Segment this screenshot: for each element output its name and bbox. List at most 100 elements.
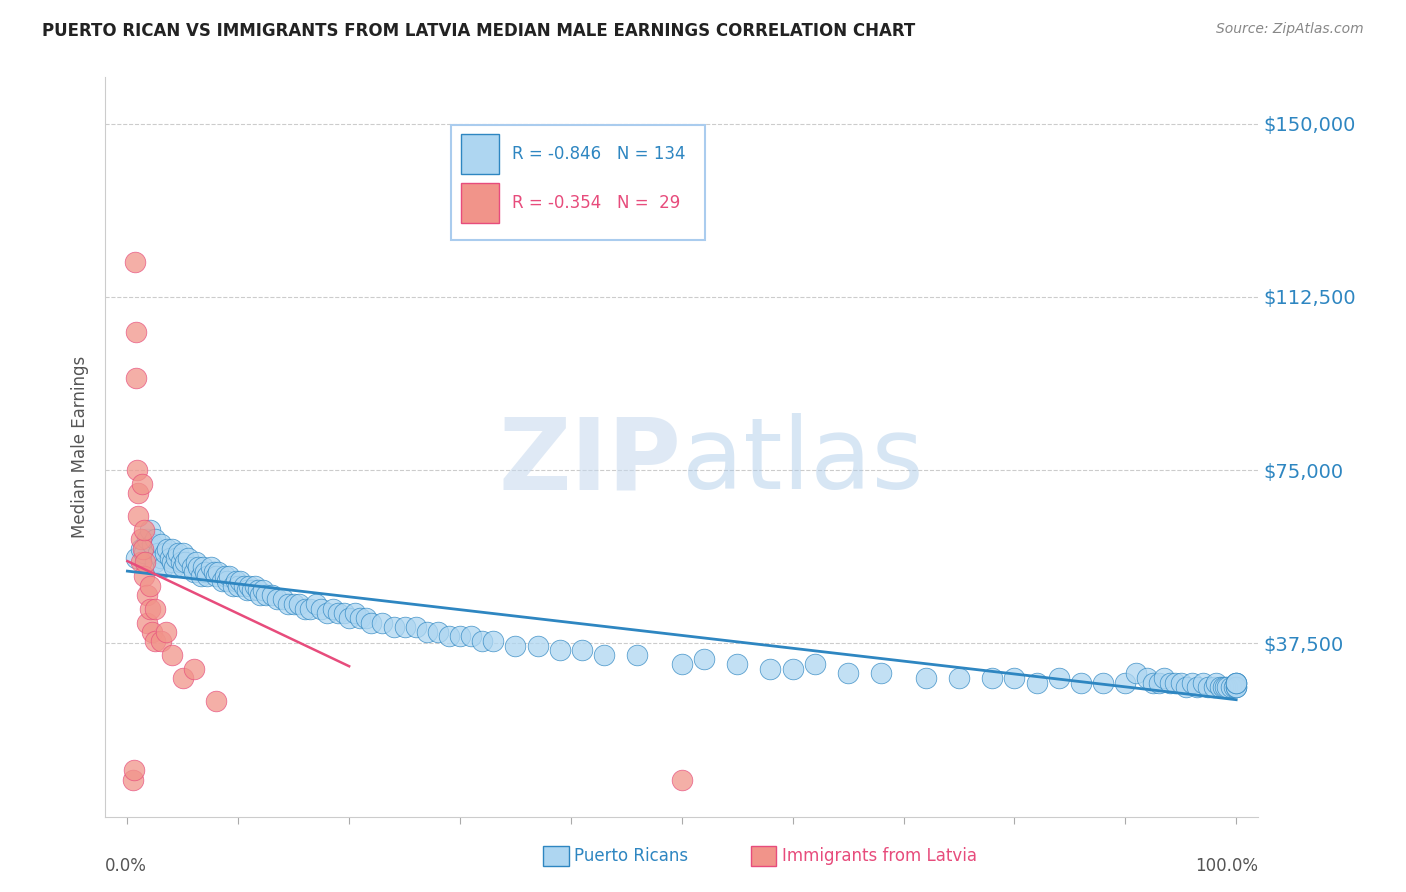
Point: [191, 560, 214, 574]
Point: [416, 624, 439, 639]
Point: [266, 592, 288, 607]
Point: [837, 666, 859, 681]
Point: [948, 671, 970, 685]
Point: [1225, 675, 1247, 690]
Y-axis label: Median Male Earnings: Median Male Earnings: [72, 356, 89, 538]
Point: [152, 560, 174, 574]
Point: [405, 620, 427, 634]
Point: [138, 523, 160, 537]
Point: [136, 588, 159, 602]
Point: [252, 583, 274, 598]
Text: Immigrants from Latvia: Immigrants from Latvia: [782, 847, 977, 864]
Point: [138, 601, 160, 615]
Text: atlas: atlas: [682, 413, 924, 510]
Point: [218, 569, 240, 583]
Point: [172, 671, 194, 685]
Point: [148, 546, 170, 560]
Point: [1213, 680, 1236, 694]
Point: [222, 578, 245, 592]
Point: [143, 556, 166, 570]
Text: 0.0%: 0.0%: [105, 857, 148, 875]
Point: [180, 560, 202, 574]
Point: [337, 611, 360, 625]
Point: [205, 694, 228, 708]
Point: [354, 611, 377, 625]
Point: [207, 565, 229, 579]
Point: [437, 629, 460, 643]
Point: [1216, 680, 1239, 694]
Point: [671, 772, 693, 787]
Point: [238, 578, 260, 592]
Point: [226, 578, 249, 592]
Point: [288, 597, 311, 611]
Point: [283, 597, 305, 611]
Point: [321, 601, 343, 615]
Point: [183, 662, 205, 676]
Point: [129, 541, 152, 556]
Point: [160, 648, 183, 662]
Point: [214, 569, 236, 583]
Point: [205, 569, 228, 583]
Point: [129, 556, 152, 570]
Point: [626, 648, 648, 662]
Point: [187, 560, 209, 574]
Point: [1125, 666, 1147, 681]
Point: [316, 607, 339, 621]
Point: [132, 523, 155, 537]
Point: [122, 764, 145, 778]
Point: [141, 624, 163, 639]
Point: [211, 574, 233, 588]
Point: [360, 615, 382, 630]
Point: [305, 597, 328, 611]
Point: [548, 643, 571, 657]
Point: [127, 509, 149, 524]
Point: [184, 556, 207, 570]
Point: [1187, 680, 1209, 694]
Point: [260, 588, 283, 602]
Point: [124, 255, 146, 269]
Point: [1147, 675, 1170, 690]
Point: [159, 550, 181, 565]
Text: Source: ZipAtlas.com: Source: ZipAtlas.com: [1216, 22, 1364, 37]
Text: 100.0%: 100.0%: [1195, 857, 1258, 875]
Point: [471, 634, 494, 648]
Point: [1198, 680, 1220, 694]
Point: [571, 643, 593, 657]
Point: [1047, 671, 1070, 685]
Point: [149, 550, 172, 565]
Point: [195, 569, 218, 583]
Point: [136, 533, 159, 547]
Point: [240, 583, 263, 598]
Point: [172, 546, 194, 560]
Point: [194, 565, 217, 579]
Point: [1002, 671, 1025, 685]
Point: [149, 634, 172, 648]
Point: [505, 639, 527, 653]
Point: [1025, 675, 1047, 690]
Point: [155, 624, 177, 639]
Point: [247, 583, 270, 598]
Point: [143, 634, 166, 648]
Text: R = -0.354   N =  29: R = -0.354 N = 29: [512, 194, 681, 211]
Point: [1175, 680, 1198, 694]
Point: [183, 565, 205, 579]
Point: [125, 550, 148, 565]
Point: [311, 601, 333, 615]
Point: [143, 601, 166, 615]
Point: [326, 607, 349, 621]
Point: [1164, 675, 1187, 690]
Point: [254, 588, 277, 602]
Point: [482, 634, 505, 648]
Point: [1070, 675, 1092, 690]
Point: [136, 615, 159, 630]
Point: [132, 569, 155, 583]
Point: [1208, 680, 1230, 694]
Point: [449, 629, 471, 643]
Text: Puerto Ricans: Puerto Ricans: [574, 847, 689, 864]
Point: [163, 560, 186, 574]
Point: [382, 620, 405, 634]
Point: [127, 463, 149, 477]
Point: [277, 597, 299, 611]
Point: [870, 666, 893, 681]
Point: [225, 574, 247, 588]
